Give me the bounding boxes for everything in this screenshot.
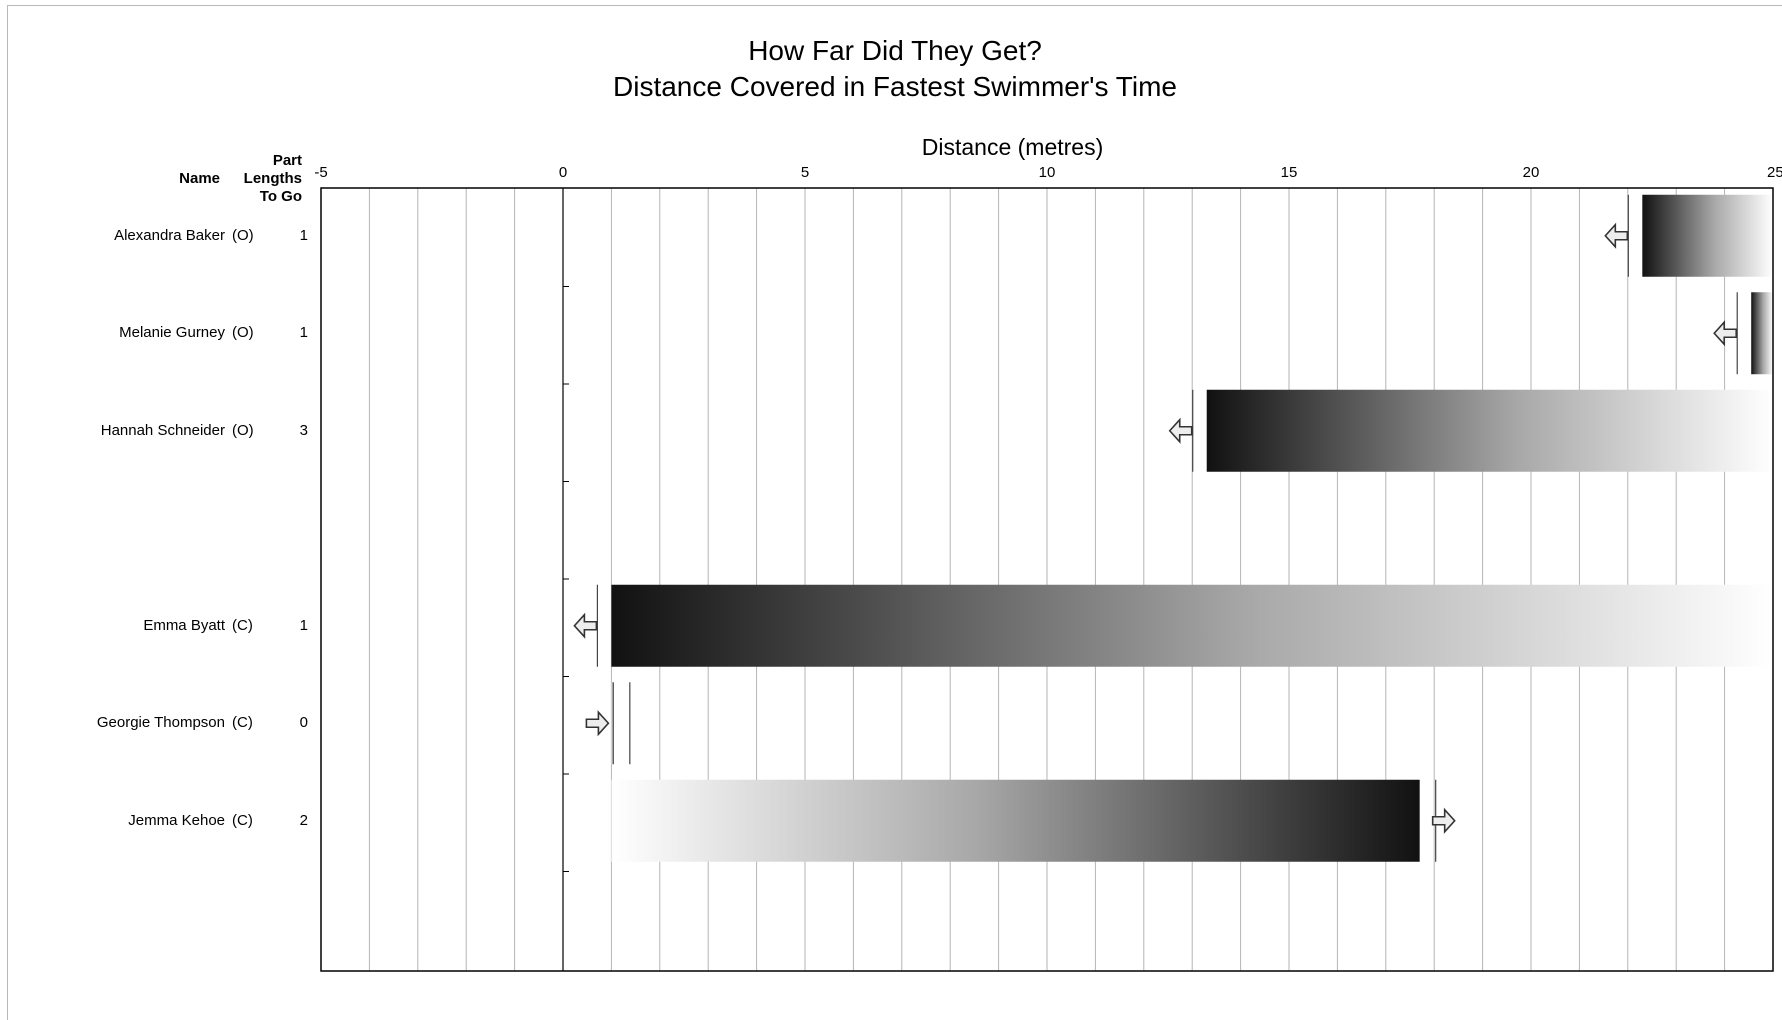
part-lengths-to-go: 1 xyxy=(299,616,308,634)
x-tick-label: 25 xyxy=(1767,164,1782,181)
swimmer-name: Emma Byatt xyxy=(143,616,225,634)
x-axis-title: Distance (metres) xyxy=(921,134,1104,160)
arrow-left-icon xyxy=(1713,320,1738,347)
column-header-name: Name xyxy=(179,170,220,187)
swimmer-name: Georgie Thompson xyxy=(96,714,225,732)
part-lengths-to-go: 1 xyxy=(299,226,308,244)
column-header-part-lengths-text: Part Lengths To Go xyxy=(243,152,302,205)
part-lengths-to-go: 1 xyxy=(299,324,308,342)
part-lengths-to-go: 0 xyxy=(299,714,308,732)
arrow-left-icon xyxy=(1604,222,1629,249)
arrow-right-icon xyxy=(1431,807,1456,834)
row-group xyxy=(611,779,1456,862)
swimmer-team: (O) xyxy=(232,324,254,342)
x-tick-label: -5 xyxy=(314,164,327,181)
distance-bar xyxy=(611,584,1773,667)
row-group xyxy=(1168,389,1773,472)
swimmer-name: Jemma Kehoe xyxy=(128,811,225,829)
part-lengths-to-go: 2 xyxy=(299,811,308,829)
chart-title: How Far Did They Get? xyxy=(748,35,1042,66)
chart-frame xyxy=(7,5,1782,1020)
part-lengths-to-go: 3 xyxy=(299,421,308,439)
swimmer-team: (C) xyxy=(232,811,253,829)
swimmer-team: (O) xyxy=(232,226,254,244)
chart-subtitle: Distance Covered in Fastest Swimmer's Ti… xyxy=(613,71,1177,102)
swimmer-name: Alexandra Baker xyxy=(114,226,225,244)
distance-bar xyxy=(1206,389,1773,472)
swimmer-name: Melanie Gurney xyxy=(119,324,225,342)
x-tick-label: 20 xyxy=(1523,164,1540,181)
arrow-left-icon xyxy=(573,612,598,639)
swimmer-team: (O) xyxy=(232,421,254,439)
arrow-right-icon xyxy=(585,710,610,737)
arrow-left-icon xyxy=(1168,417,1193,444)
row-group xyxy=(573,584,1773,667)
distance-bar xyxy=(611,779,1420,862)
swimmer-name: Hannah Schneider xyxy=(100,421,225,439)
row-group xyxy=(1604,194,1773,277)
row-group xyxy=(585,682,631,765)
x-tick-label: 15 xyxy=(1281,164,1298,181)
swimmer-team: (C) xyxy=(232,714,253,732)
x-tick-label: 10 xyxy=(1039,164,1056,181)
distance-bar xyxy=(1642,194,1773,277)
swimmer-team: (C) xyxy=(232,616,253,634)
column-header-part-lengths: Part Lengths To Go xyxy=(226,152,302,206)
x-tick-label: 0 xyxy=(559,164,567,181)
x-tick-label: 5 xyxy=(801,164,809,181)
distance-bar xyxy=(611,682,614,765)
row-group xyxy=(1713,292,1773,375)
distance-bar xyxy=(1751,292,1773,375)
